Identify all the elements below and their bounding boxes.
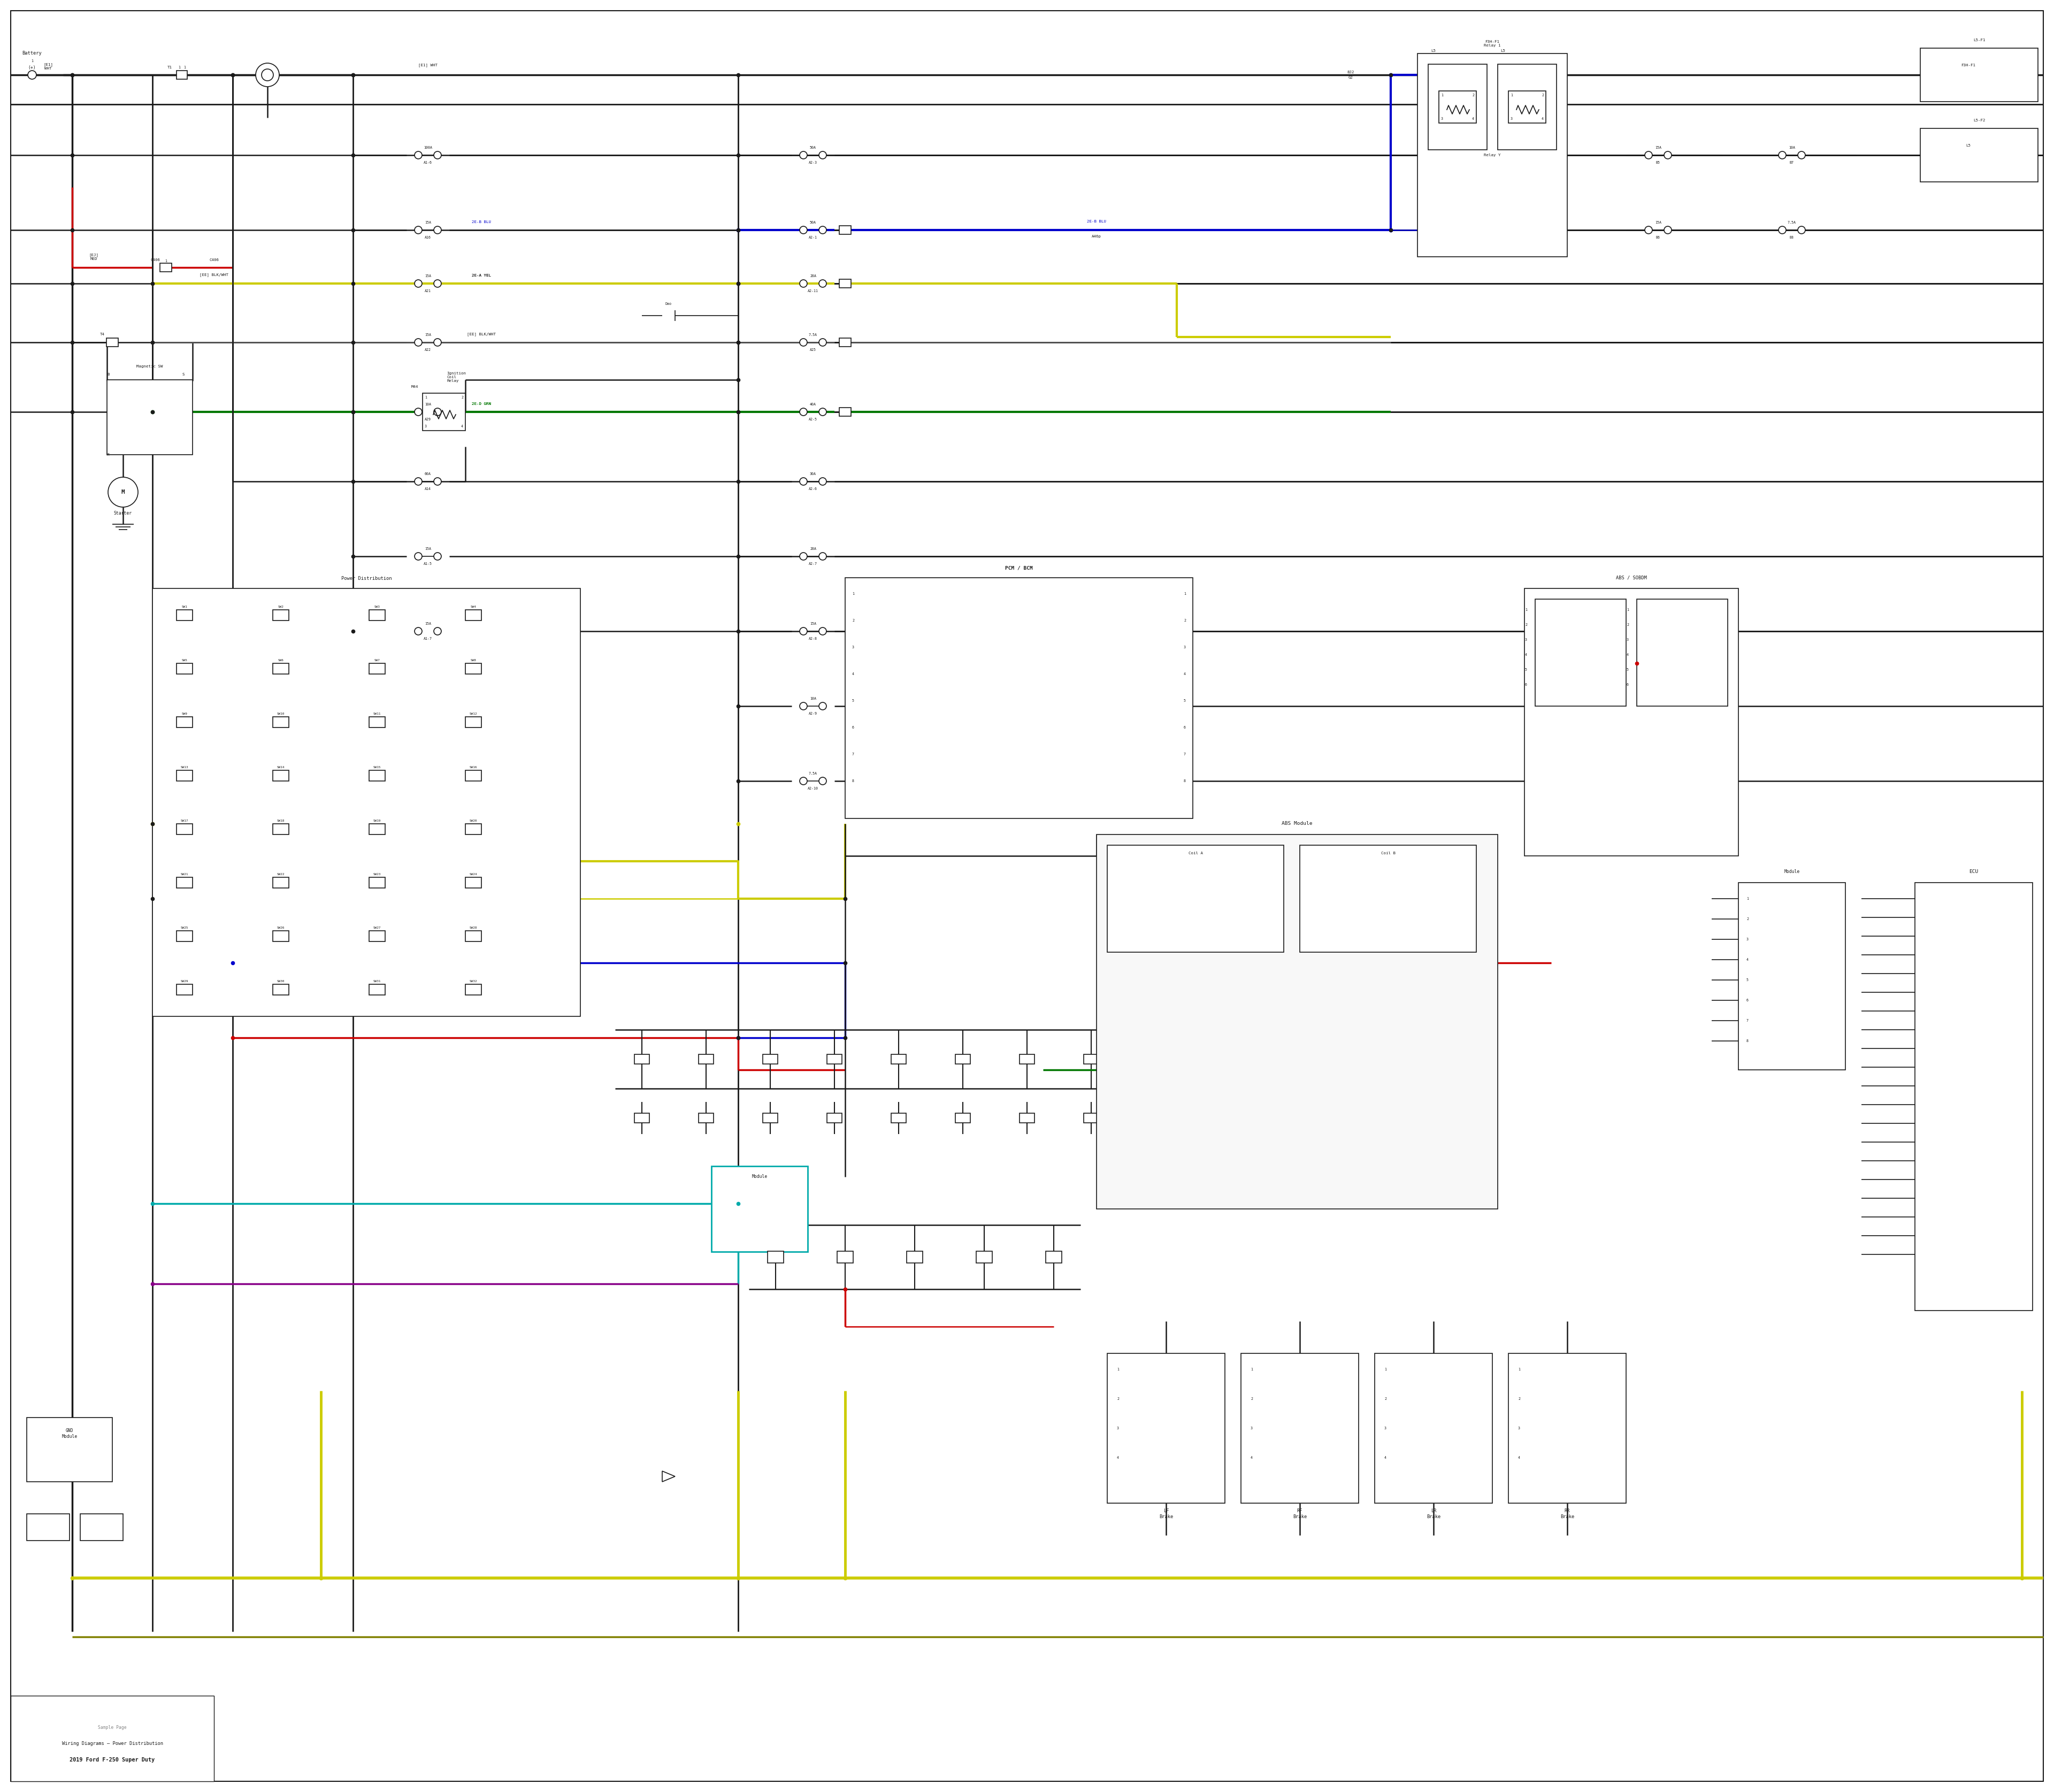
Circle shape xyxy=(433,627,442,634)
Bar xyxy=(177,663,193,674)
Text: 3: 3 xyxy=(1524,638,1526,642)
Text: SW29: SW29 xyxy=(181,980,189,984)
Circle shape xyxy=(415,627,421,634)
Text: SW28: SW28 xyxy=(470,926,477,930)
Text: SW12: SW12 xyxy=(470,713,477,715)
Text: 4: 4 xyxy=(852,672,854,676)
Text: 3: 3 xyxy=(1442,116,1444,120)
Text: Module: Module xyxy=(1785,869,1799,874)
Bar xyxy=(906,1251,922,1263)
Bar xyxy=(1914,883,2033,1310)
Circle shape xyxy=(433,409,442,416)
Circle shape xyxy=(433,226,442,233)
Bar xyxy=(1534,599,1627,706)
Text: SW21: SW21 xyxy=(181,873,189,876)
Text: 15A: 15A xyxy=(425,622,431,625)
Circle shape xyxy=(1779,151,1787,159)
Bar xyxy=(1497,65,1557,151)
Bar xyxy=(107,380,193,455)
Text: A2-3: A2-3 xyxy=(809,161,817,165)
Text: 2E-A YEL: 2E-A YEL xyxy=(472,274,491,278)
Text: 5: 5 xyxy=(852,699,854,702)
Text: 2: 2 xyxy=(1543,93,1545,97)
Text: 10A: 10A xyxy=(809,697,815,701)
Circle shape xyxy=(1645,226,1651,233)
Text: 50A: 50A xyxy=(809,145,815,149)
Bar xyxy=(273,609,290,620)
Bar xyxy=(1417,54,1567,256)
Bar xyxy=(1374,1353,1493,1503)
Text: 15A: 15A xyxy=(1656,145,1662,149)
Circle shape xyxy=(799,552,807,561)
Bar xyxy=(762,1113,778,1124)
Text: Coil A: Coil A xyxy=(1189,851,1204,855)
Text: ECU: ECU xyxy=(1970,869,1978,874)
Text: 3: 3 xyxy=(1183,645,1185,649)
Text: 2: 2 xyxy=(1518,1398,1520,1400)
Text: A2-11: A2-11 xyxy=(807,289,817,292)
Text: 3: 3 xyxy=(1510,116,1512,120)
Text: 2: 2 xyxy=(1117,1398,1119,1400)
Bar xyxy=(152,588,581,1016)
Text: 1: 1 xyxy=(1183,591,1185,595)
Text: SW22: SW22 xyxy=(277,873,286,876)
Circle shape xyxy=(433,339,442,346)
Text: 40A: 40A xyxy=(809,403,815,407)
Text: 10A: 10A xyxy=(1789,145,1795,149)
Text: L5: L5 xyxy=(1432,48,1436,52)
Text: M: M xyxy=(121,489,125,495)
Circle shape xyxy=(261,70,273,81)
Text: 1: 1 xyxy=(1524,607,1526,611)
Text: PCM / BCM: PCM / BCM xyxy=(1004,566,1033,570)
Bar xyxy=(768,1251,785,1263)
Text: 1: 1 xyxy=(425,396,427,400)
Text: M: M xyxy=(107,453,109,457)
Circle shape xyxy=(820,552,826,561)
Text: SW14: SW14 xyxy=(277,767,286,769)
Circle shape xyxy=(1797,151,1805,159)
Bar xyxy=(273,663,290,674)
Text: L5: L5 xyxy=(1501,48,1506,52)
Text: 15A: 15A xyxy=(425,333,431,337)
Bar xyxy=(370,930,386,941)
Text: 7: 7 xyxy=(1746,1020,1748,1021)
Bar xyxy=(1097,835,1497,1210)
Text: Starter: Starter xyxy=(113,511,131,516)
Circle shape xyxy=(820,702,826,710)
Text: A2-6: A2-6 xyxy=(809,487,817,491)
Text: SW23: SW23 xyxy=(374,873,380,876)
Text: 1: 1 xyxy=(1251,1367,1253,1371)
Circle shape xyxy=(415,280,421,287)
Text: SW17: SW17 xyxy=(181,819,189,823)
Text: SW2: SW2 xyxy=(277,606,283,609)
Text: SW25: SW25 xyxy=(181,926,189,930)
Text: 2: 2 xyxy=(1384,1398,1386,1400)
Text: Magnetic SW: Magnetic SW xyxy=(136,366,162,367)
Text: 1: 1 xyxy=(1117,1367,1119,1371)
Bar xyxy=(107,339,119,346)
Text: Module: Module xyxy=(752,1174,768,1179)
Bar xyxy=(177,771,193,781)
Bar xyxy=(635,1054,649,1064)
Circle shape xyxy=(820,151,826,159)
Text: [E1]
WHT: [E1] WHT xyxy=(43,63,53,70)
Text: SW8: SW8 xyxy=(470,659,477,661)
Text: GND
Module: GND Module xyxy=(62,1428,78,1439)
Text: SW20: SW20 xyxy=(470,819,477,823)
Text: SW32: SW32 xyxy=(470,980,477,984)
Text: 50A: 50A xyxy=(809,220,815,224)
Text: SW6: SW6 xyxy=(277,659,283,661)
Circle shape xyxy=(799,778,807,785)
Text: SW9: SW9 xyxy=(181,713,187,715)
Circle shape xyxy=(820,778,826,785)
Circle shape xyxy=(415,478,421,486)
Text: Power Distribution: Power Distribution xyxy=(341,577,392,581)
Text: Dao: Dao xyxy=(665,303,672,305)
Text: 2: 2 xyxy=(1183,618,1185,622)
Text: 1: 1 xyxy=(179,66,181,70)
Bar xyxy=(1508,1353,1627,1503)
Bar xyxy=(273,984,290,995)
Bar xyxy=(711,1167,807,1253)
Bar xyxy=(1508,91,1547,124)
Circle shape xyxy=(109,477,138,507)
